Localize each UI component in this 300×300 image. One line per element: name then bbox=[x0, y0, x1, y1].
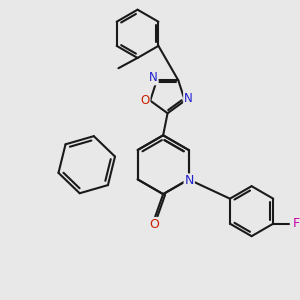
Text: N: N bbox=[149, 71, 158, 84]
Text: N: N bbox=[184, 92, 193, 105]
Text: O: O bbox=[149, 218, 159, 231]
Text: F: F bbox=[292, 217, 299, 230]
Text: N: N bbox=[184, 174, 194, 188]
Text: O: O bbox=[140, 94, 149, 107]
